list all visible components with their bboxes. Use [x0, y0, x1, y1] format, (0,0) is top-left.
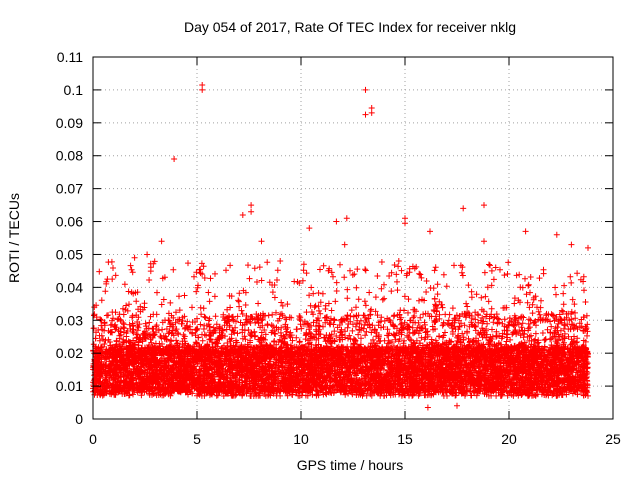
- y-tick-label: 0.06: [56, 214, 83, 230]
- y-tick-label: 0.09: [56, 115, 83, 131]
- x-axis-label: GPS time / hours: [297, 457, 404, 473]
- grid-lines: [93, 57, 613, 419]
- x-tick-label: 20: [501, 431, 517, 447]
- y-tick-label: 0.03: [56, 312, 83, 328]
- y-tick-label: 0.01: [56, 378, 83, 394]
- y-tick-labels: 0 0.01 0.02 0.03 0.04 0.05 0.06 0.07 0.08 0.09 0.1…: [56, 49, 83, 427]
- plot-frame: [92, 56, 614, 420]
- x-tick-labels: 0 5 10 15 20 25: [89, 431, 621, 447]
- y-tick-label: 0.05: [56, 246, 83, 262]
- x-tick-label: 10: [293, 431, 309, 447]
- y-tick-label: 0.08: [56, 148, 83, 164]
- x-tick-label: 25: [605, 431, 621, 447]
- y-tick-label: 0: [75, 411, 83, 427]
- y-tick-label: 0.1: [64, 82, 84, 98]
- y-tick-label: 0.02: [56, 345, 83, 361]
- y-axis-label: ROTI / TECUs: [6, 193, 22, 283]
- axis-ticks: [92, 56, 614, 420]
- x-tick-label: 15: [397, 431, 413, 447]
- x-tick-label: 5: [193, 431, 201, 447]
- chart-title: Day 054 of 2017, Rate Of TEC Index for r…: [184, 19, 516, 35]
- y-tick-label: 0.07: [56, 181, 83, 197]
- x-tick-label: 0: [89, 431, 97, 447]
- data-points: [90, 82, 591, 411]
- roti-point-markers: [90, 82, 591, 411]
- y-tick-label: 0.04: [56, 279, 83, 295]
- y-tick-label: 0.11: [57, 49, 83, 65]
